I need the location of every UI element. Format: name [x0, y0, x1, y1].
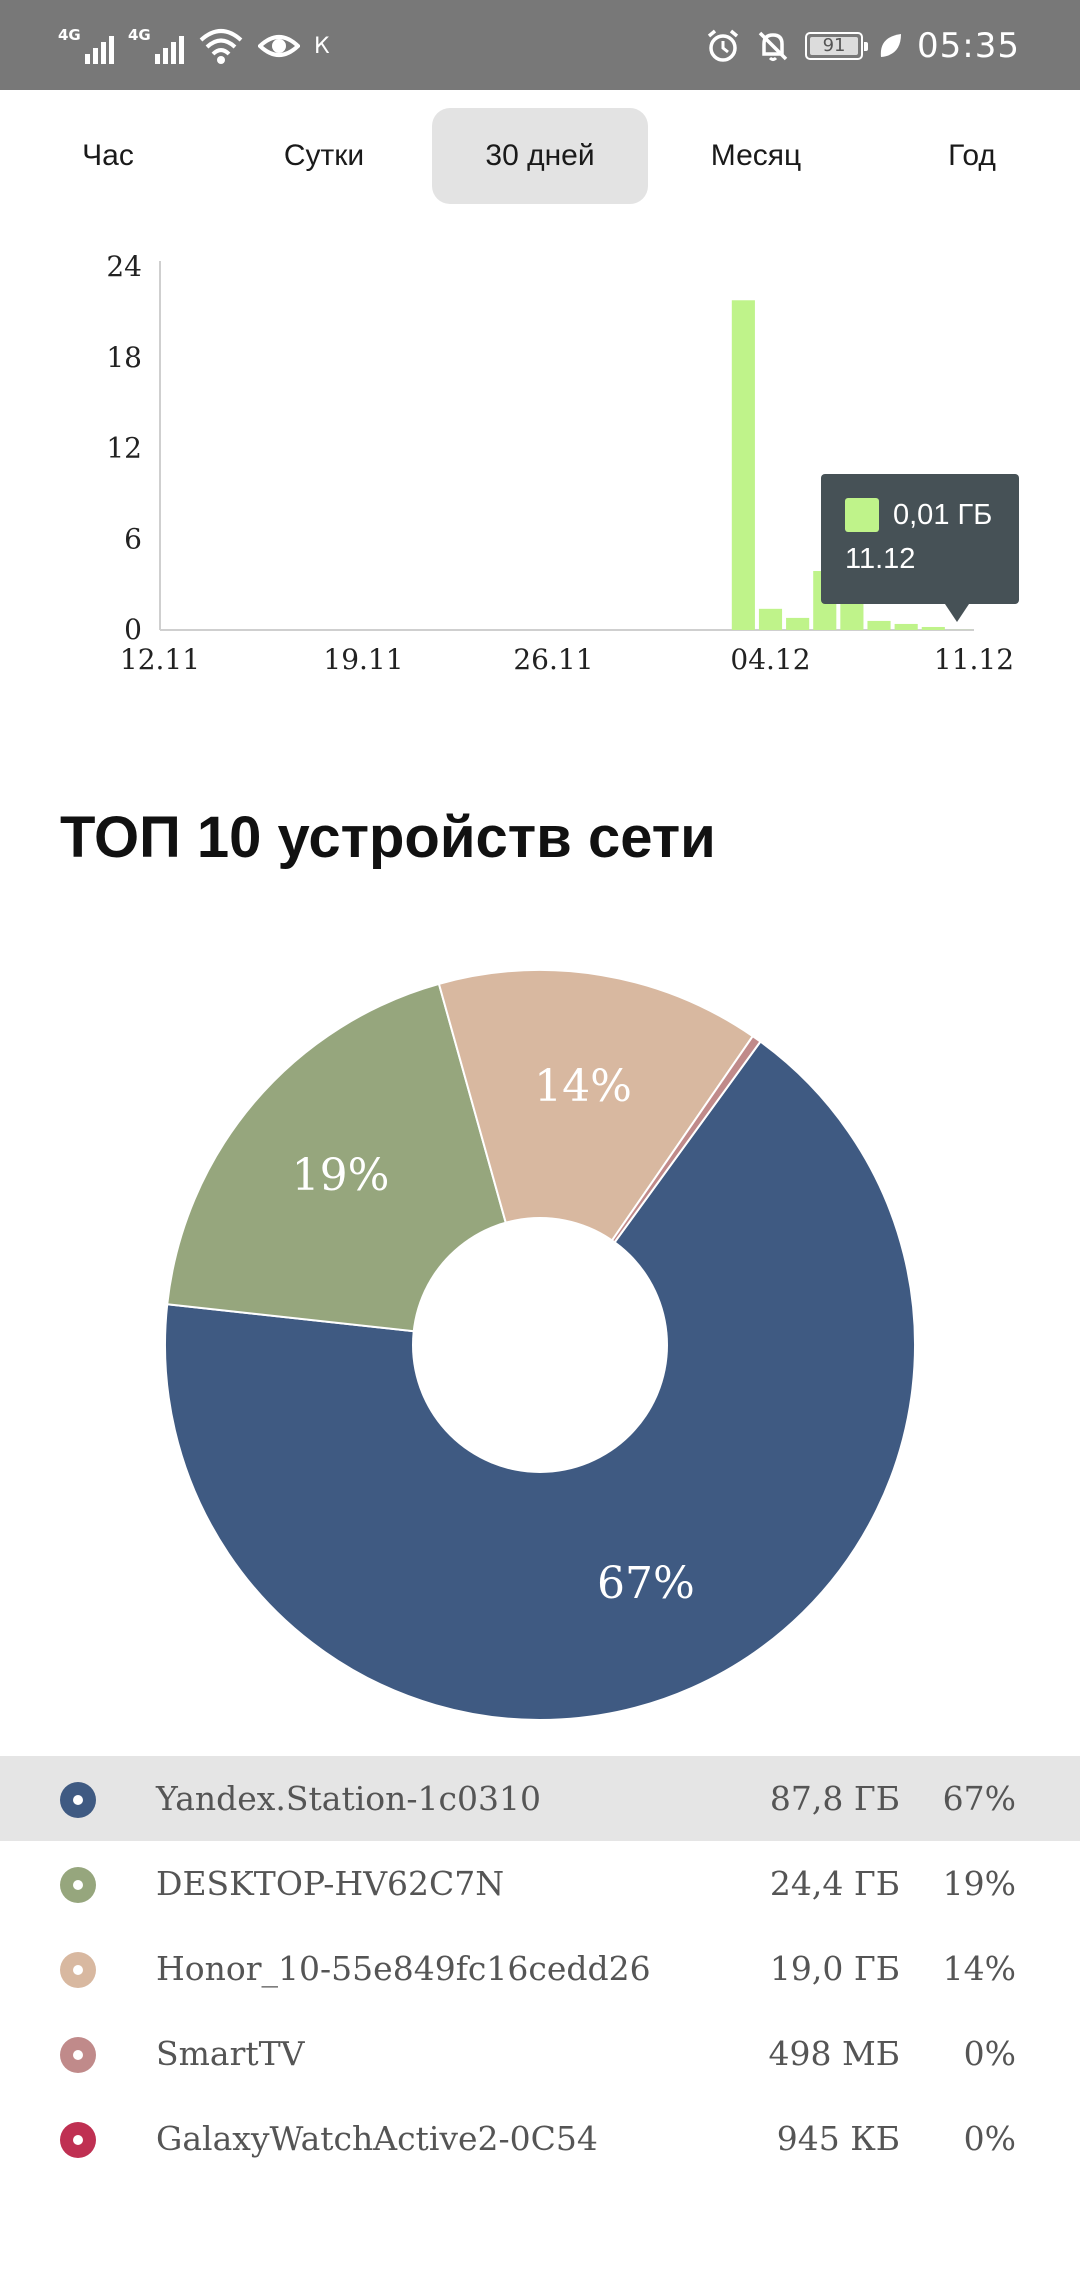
- device-color-dot: [60, 1782, 96, 1818]
- notifications-off-icon: [758, 31, 788, 61]
- signal-icon: 4G: [128, 24, 184, 68]
- device-row[interactable]: GalaxyWatchActive2-0C54 945 КБ 0%: [0, 2096, 1080, 2181]
- tab-day[interactable]: Сутки: [283, 139, 365, 172]
- chart-tooltip: 0,01 ГБ 11.12: [821, 474, 1019, 622]
- carrier-icon: К: [314, 33, 330, 59]
- x-tick-label: 11.12: [934, 643, 1014, 676]
- x-tick-label: 19.11: [323, 643, 403, 676]
- device-row[interactable]: SmartTV 498 МБ 0%: [0, 2011, 1080, 2096]
- section-title: ТОП 10 устройств сети: [60, 805, 716, 870]
- device-traffic: 945 КБ: [776, 2119, 900, 2158]
- device-traffic: 19,0 ГБ: [769, 1949, 900, 1988]
- device-name: Yandex.Station-1c0310: [156, 1779, 541, 1818]
- tooltip-value: 0,01 ГБ: [893, 499, 993, 531]
- device-name: Honor_10-55e849fc16cedd26: [156, 1949, 651, 1988]
- device-percent: 67%: [942, 1779, 1016, 1818]
- device-traffic: 24,4 ГБ: [769, 1864, 900, 1903]
- tooltip-swatch: [845, 498, 879, 532]
- device-row[interactable]: DESKTOP-HV62C7N 24,4 ГБ 19%: [0, 1841, 1080, 1926]
- donut-slice: [166, 982, 542, 1347]
- traffic-chart[interactable]: 0 6 12 18 24 12.11 19.11 26.11 04.12 11.12 0,01 Г…: [0, 230, 1080, 690]
- battery-icon: 91: [805, 32, 869, 60]
- device-name: GalaxyWatchActive2-0C54: [156, 2119, 598, 2158]
- status-bar: 4G 4G К 91: [0, 0, 1080, 90]
- network-type-label: 4G: [58, 26, 81, 44]
- eye-icon: [258, 35, 300, 57]
- donut-hole: [412, 1217, 668, 1473]
- chart-bar: [894, 623, 918, 630]
- tab-year[interactable]: Год: [948, 139, 996, 172]
- signal-icon: 4G: [58, 24, 114, 68]
- slice-label: 19%: [292, 1150, 390, 1201]
- period-tabs: Час Сутки 30 дней Месяц Год: [0, 108, 1080, 204]
- slice-label: 14%: [534, 1061, 632, 1112]
- donut-chart-svg: 67% 19% 14%: [164, 969, 916, 1721]
- status-left: 4G 4G К: [58, 18, 330, 74]
- chart-bar: [786, 617, 810, 630]
- y-tick-label: 24: [106, 250, 142, 283]
- y-tick-label: 6: [124, 522, 142, 555]
- alarm-icon: [707, 29, 739, 62]
- device-color-dot: [60, 1867, 96, 1903]
- clock: 05:35: [917, 26, 1020, 66]
- device-color-dot: [60, 2122, 96, 2158]
- tab-month[interactable]: Месяц: [710, 139, 802, 172]
- tab-hour[interactable]: Час: [82, 139, 134, 172]
- y-tick-label: 12: [106, 432, 142, 465]
- slice-label: 67%: [597, 1558, 695, 1609]
- chart-bar: [921, 626, 945, 630]
- leaf-icon: [880, 34, 902, 57]
- chart-bar: [867, 620, 891, 630]
- chart-bar: [758, 608, 783, 630]
- x-tick-label: 26.11: [513, 643, 593, 676]
- device-name: SmartTV: [156, 2034, 305, 2073]
- device-color-dot: [60, 1952, 96, 1988]
- x-tick-label: 04.12: [730, 643, 810, 676]
- device-color-dot: [60, 2037, 96, 2073]
- wifi-icon: [199, 29, 243, 64]
- traffic-bar-chart: 0 6 12 18 24 12.11 19.11 26.11 04.12 11.12: [106, 250, 1014, 676]
- device-traffic: 87,8 ГБ: [769, 1779, 900, 1818]
- device-percent: 0%: [963, 2034, 1016, 2073]
- battery-level: 91: [822, 35, 846, 56]
- chart-bar: [731, 300, 755, 630]
- tooltip-date: 11.12: [845, 543, 916, 575]
- device-traffic: 498 МБ: [768, 2034, 900, 2073]
- device-row[interactable]: Honor_10-55e849fc16cedd26 19,0 ГБ 14%: [0, 1926, 1080, 2011]
- network-type-label: 4G: [128, 26, 151, 44]
- y-tick-label: 18: [106, 341, 142, 374]
- device-percent: 19%: [942, 1864, 1016, 1903]
- devices-donut-chart[interactable]: 67% 19% 14%: [0, 960, 1080, 1740]
- device-row[interactable]: Yandex.Station-1c0310 87,8 ГБ 67%: [0, 1756, 1080, 1841]
- device-list: Yandex.Station-1c0310 87,8 ГБ 67% DESKTO…: [0, 1756, 1080, 2181]
- device-percent: 14%: [942, 1949, 1016, 1988]
- device-percent: 0%: [963, 2119, 1016, 2158]
- y-tick-label: 0: [124, 613, 142, 646]
- device-name: DESKTOP-HV62C7N: [156, 1864, 505, 1903]
- tab-30-days[interactable]: 30 дней: [432, 108, 648, 204]
- status-right: 91 05:35: [705, 18, 1020, 74]
- x-tick-label: 12.11: [120, 643, 200, 676]
